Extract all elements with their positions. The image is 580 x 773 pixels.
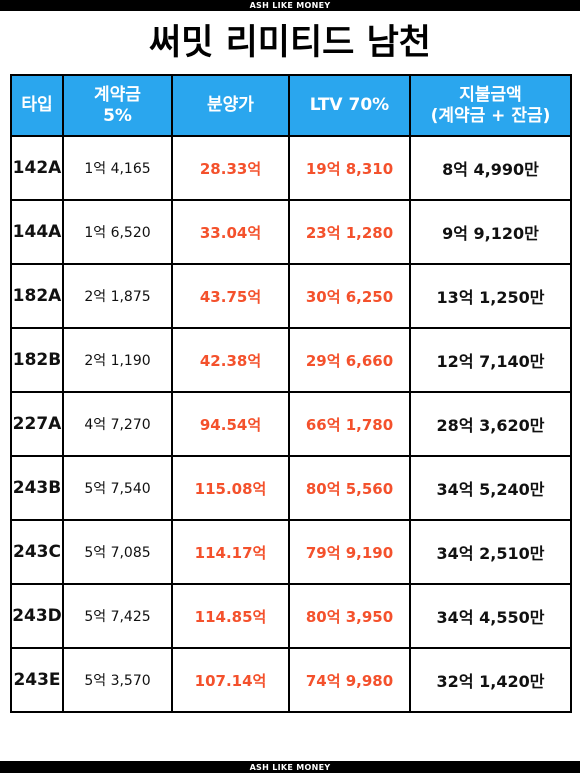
page-title: 써밋 리미티드 남천 — [149, 23, 431, 63]
cell-type: 243E — [10, 647, 64, 713]
header-ltv: LTV 70% — [288, 74, 411, 137]
cell-deposit: 2억 1,875 — [62, 263, 173, 329]
cell-deposit: 5억 7,425 — [62, 583, 173, 649]
cell-ltv: 30억 6,250 — [288, 263, 411, 329]
cell-ltv: 79억 9,190 — [288, 519, 411, 585]
cell-type: 182B — [10, 327, 64, 393]
table-row: 227A 4억 7,270 94.54억 66억 1,780 28억 3,620만 — [10, 391, 572, 457]
cell-total: 28억 3,620만 — [409, 391, 572, 457]
cell-type: 227A — [10, 391, 64, 457]
cell-type: 182A — [10, 263, 64, 329]
brand-banner-top: ASH LIKE MONEY — [0, 0, 580, 11]
cell-price: 107.14억 — [171, 647, 290, 713]
cell-price: 28.33억 — [171, 135, 290, 201]
header-price: 분양가 — [171, 74, 290, 137]
cell-price: 94.54억 — [171, 391, 290, 457]
table-row: 243E 5억 3,570 107.14억 74억 9,980 32억 1,420만 — [10, 647, 572, 713]
table-row: 243C 5억 7,085 114.17억 79억 9,190 34억 2,510만 — [10, 519, 572, 585]
cell-type: 243C — [10, 519, 64, 585]
cell-price: 115.08억 — [171, 455, 290, 521]
header-deposit: 계약금 5% — [62, 74, 173, 137]
cell-price: 114.85억 — [171, 583, 290, 649]
cell-deposit: 4억 7,270 — [62, 391, 173, 457]
cell-total: 32억 1,420만 — [409, 647, 572, 713]
header-deposit-label: 계약금 — [94, 84, 141, 105]
cell-deposit: 2억 1,190 — [62, 327, 173, 393]
cell-deposit: 5억 7,540 — [62, 455, 173, 521]
cell-type: 243B — [10, 455, 64, 521]
table-header-row: 타입 계약금 5% 분양가 LTV 70% 지불금액 (계약금 + 잔금) — [10, 74, 572, 137]
header-deposit-rate: 5% — [103, 105, 132, 126]
pricing-table: 타입 계약금 5% 분양가 LTV 70% 지불금액 (계약금 + 잔금) 14… — [10, 74, 572, 713]
cell-ltv: 19억 8,310 — [288, 135, 411, 201]
cell-total: 13억 1,250만 — [409, 263, 572, 329]
cell-type: 243D — [10, 583, 64, 649]
cell-ltv: 29억 6,660 — [288, 327, 411, 393]
cell-ltv: 80억 5,560 — [288, 455, 411, 521]
cell-total: 34억 2,510만 — [409, 519, 572, 585]
table-row: 182B 2억 1,190 42.38억 29억 6,660 12억 7,140만 — [10, 327, 572, 393]
table-row: 144A 1억 6,520 33.04억 23억 1,280 9억 9,120만 — [10, 199, 572, 265]
cell-price: 114.17억 — [171, 519, 290, 585]
cell-total: 34억 4,550만 — [409, 583, 572, 649]
cell-price: 33.04억 — [171, 199, 290, 265]
cell-type: 142A — [10, 135, 64, 201]
header-total-label: 지불금액 — [459, 84, 522, 105]
cell-ltv: 74억 9,980 — [288, 647, 411, 713]
cell-price: 42.38억 — [171, 327, 290, 393]
header-type: 타입 — [10, 74, 64, 137]
cell-total: 8억 4,990만 — [409, 135, 572, 201]
header-total: 지불금액 (계약금 + 잔금) — [409, 74, 572, 137]
cell-deposit: 1억 6,520 — [62, 199, 173, 265]
table-row: 243D 5억 7,425 114.85억 80억 3,950 34억 4,550만 — [10, 583, 572, 649]
cell-ltv: 66억 1,780 — [288, 391, 411, 457]
cell-price: 43.75억 — [171, 263, 290, 329]
table-row: 243B 5억 7,540 115.08억 80억 5,560 34억 5,240만 — [10, 455, 572, 521]
cell-deposit: 5억 3,570 — [62, 647, 173, 713]
table-row: 182A 2억 1,875 43.75억 30억 6,250 13억 1,250만 — [10, 263, 572, 329]
brand-banner-bottom: ASH LIKE MONEY — [0, 761, 580, 773]
header-total-note: (계약금 + 잔금) — [430, 105, 551, 126]
cell-ltv: 23억 1,280 — [288, 199, 411, 265]
cell-ltv: 80억 3,950 — [288, 583, 411, 649]
table-row: 142A 1억 4,165 28.33억 19억 8,310 8억 4,990만 — [10, 135, 572, 201]
cell-total: 34억 5,240만 — [409, 455, 572, 521]
cell-type: 144A — [10, 199, 64, 265]
cell-total: 9억 9,120만 — [409, 199, 572, 265]
cell-deposit: 5억 7,085 — [62, 519, 173, 585]
cell-deposit: 1억 4,165 — [62, 135, 173, 201]
cell-total: 12억 7,140만 — [409, 327, 572, 393]
